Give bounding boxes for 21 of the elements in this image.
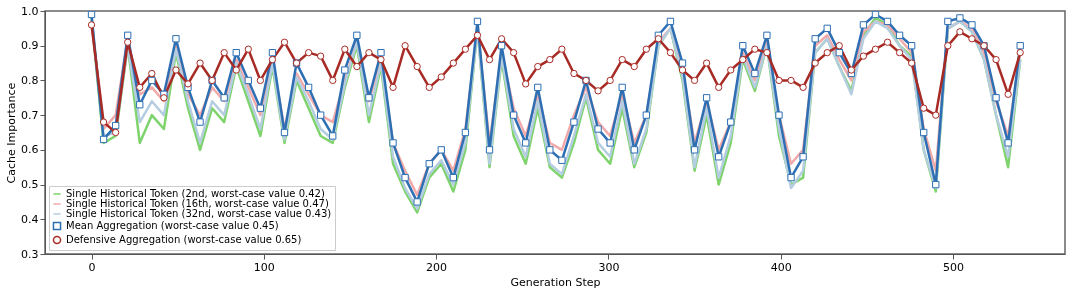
y-tick-label: 0.6	[21, 143, 39, 157]
y-tick-label: 0.3	[21, 247, 39, 261]
legend-label: Single Historical Token (2nd, worst-case value 0.42)	[66, 188, 325, 199]
y-tick-label: 0.8	[21, 73, 39, 87]
legend-label: Single Historical Token (16th, worst-case value 0.47)	[66, 198, 329, 209]
x-tick-label: 200	[426, 260, 448, 274]
legend-label: Single Historical Token (32nd, worst-case value 0.43)	[66, 208, 332, 219]
legend-label: Mean Aggregation (worst-case value 0.45)	[66, 220, 279, 231]
x-axis-title: Generation Step	[510, 275, 601, 289]
x-tick-label: 400	[770, 260, 792, 274]
y-tick-label: 1.0	[21, 4, 39, 18]
x-tick-label: 0	[88, 260, 96, 274]
y-tick-label: 0.7	[21, 108, 39, 122]
legend-label: Defensive Aggregation (worst-case value 0.65)	[66, 234, 302, 245]
x-tick-label: 500	[943, 260, 965, 274]
x-tick-label: 300	[598, 260, 620, 274]
y-tick-label: 0.4	[21, 212, 39, 226]
y-axis-title: Cache Importance	[5, 82, 19, 184]
y-tick-label: 0.5	[21, 178, 39, 192]
x-tick-label: 100	[253, 260, 275, 274]
y-tick-label: 0.9	[21, 39, 39, 53]
